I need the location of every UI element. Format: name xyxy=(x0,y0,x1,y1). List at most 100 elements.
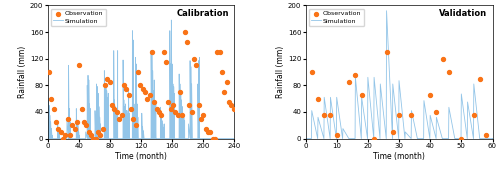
Observation xyxy=(155,111,163,113)
Observation xyxy=(110,107,118,110)
Observation xyxy=(220,91,228,93)
Y-axis label: Rainfall (mm): Rainfall (mm) xyxy=(18,46,27,98)
Observation xyxy=(470,114,478,117)
Observation xyxy=(194,104,202,107)
Observation xyxy=(80,121,88,123)
Observation xyxy=(382,51,390,53)
Observation xyxy=(106,81,114,84)
Y-axis label: Rainfall (mm): Rainfall (mm) xyxy=(276,46,285,98)
Simulation xyxy=(224,138,230,140)
Simulation xyxy=(195,138,201,140)
Observation xyxy=(218,71,226,73)
Observation xyxy=(94,130,102,133)
Simulation xyxy=(427,114,433,116)
Text: Calibration: Calibration xyxy=(176,9,229,18)
Observation xyxy=(192,64,200,67)
Observation xyxy=(113,111,121,113)
Observation xyxy=(127,107,135,110)
Observation xyxy=(166,107,174,110)
Simulation xyxy=(490,138,496,140)
Observation xyxy=(332,134,340,137)
Observation xyxy=(230,107,237,110)
Observation xyxy=(389,130,397,133)
Observation xyxy=(129,117,137,120)
Observation xyxy=(320,114,328,117)
Observation xyxy=(426,94,434,97)
Observation xyxy=(188,111,196,113)
Observation xyxy=(59,137,67,140)
Observation xyxy=(200,114,207,117)
Observation xyxy=(64,117,72,120)
Observation xyxy=(345,81,353,84)
Observation xyxy=(122,87,130,90)
Observation xyxy=(108,104,116,107)
Observation xyxy=(99,127,107,130)
Observation xyxy=(54,127,62,130)
Observation xyxy=(326,114,334,117)
Legend: Observation, Simulation: Observation, Simulation xyxy=(50,8,106,26)
Observation xyxy=(228,104,235,107)
Observation xyxy=(214,51,222,53)
Observation xyxy=(186,104,194,107)
Observation xyxy=(101,84,109,87)
Observation xyxy=(62,134,70,137)
Observation xyxy=(78,107,86,110)
Observation xyxy=(206,130,214,133)
Observation xyxy=(56,130,64,133)
Observation xyxy=(115,117,123,120)
Observation xyxy=(87,134,95,137)
Observation xyxy=(197,117,205,120)
Simulation xyxy=(327,138,333,140)
Observation xyxy=(172,111,179,113)
Observation xyxy=(118,114,126,117)
Observation xyxy=(157,114,165,117)
X-axis label: Time (month): Time (month) xyxy=(373,152,425,161)
Simulation xyxy=(168,19,174,21)
Observation xyxy=(152,107,160,110)
Line: Simulation: Simulation xyxy=(48,20,234,139)
Observation xyxy=(162,60,170,64)
Observation xyxy=(190,57,198,60)
Observation xyxy=(68,124,76,127)
Observation xyxy=(458,137,466,140)
Observation xyxy=(164,100,172,103)
Legend: Observation, Simulation: Observation, Simulation xyxy=(308,8,364,26)
Simulation xyxy=(433,138,439,140)
Observation xyxy=(73,121,81,123)
Observation xyxy=(408,114,416,117)
Observation xyxy=(482,134,490,137)
Observation xyxy=(138,87,146,90)
Observation xyxy=(52,121,60,123)
Observation xyxy=(71,127,79,130)
Observation xyxy=(432,111,440,113)
Observation xyxy=(66,134,74,137)
Observation xyxy=(50,107,58,110)
Observation xyxy=(143,97,151,100)
Observation xyxy=(136,84,144,87)
Observation xyxy=(120,84,128,87)
Observation xyxy=(476,77,484,80)
Observation xyxy=(438,57,446,60)
Simulation xyxy=(402,138,408,140)
Observation xyxy=(82,124,90,127)
Observation xyxy=(395,114,403,117)
Simulation xyxy=(232,138,237,140)
Simulation xyxy=(172,138,177,140)
Observation xyxy=(48,97,56,100)
Simulation xyxy=(384,10,390,12)
Observation xyxy=(134,71,142,73)
Observation xyxy=(148,51,156,53)
Simulation xyxy=(44,138,51,140)
Observation xyxy=(216,51,224,53)
Observation xyxy=(352,74,360,77)
Observation xyxy=(150,100,158,103)
Simulation xyxy=(177,138,183,140)
Simulation xyxy=(302,138,308,140)
Observation xyxy=(308,71,316,73)
Text: Validation: Validation xyxy=(439,9,487,18)
Observation xyxy=(141,91,149,93)
Observation xyxy=(146,94,154,97)
Observation xyxy=(85,130,93,133)
Simulation xyxy=(82,131,88,133)
Line: Simulation: Simulation xyxy=(306,11,493,139)
